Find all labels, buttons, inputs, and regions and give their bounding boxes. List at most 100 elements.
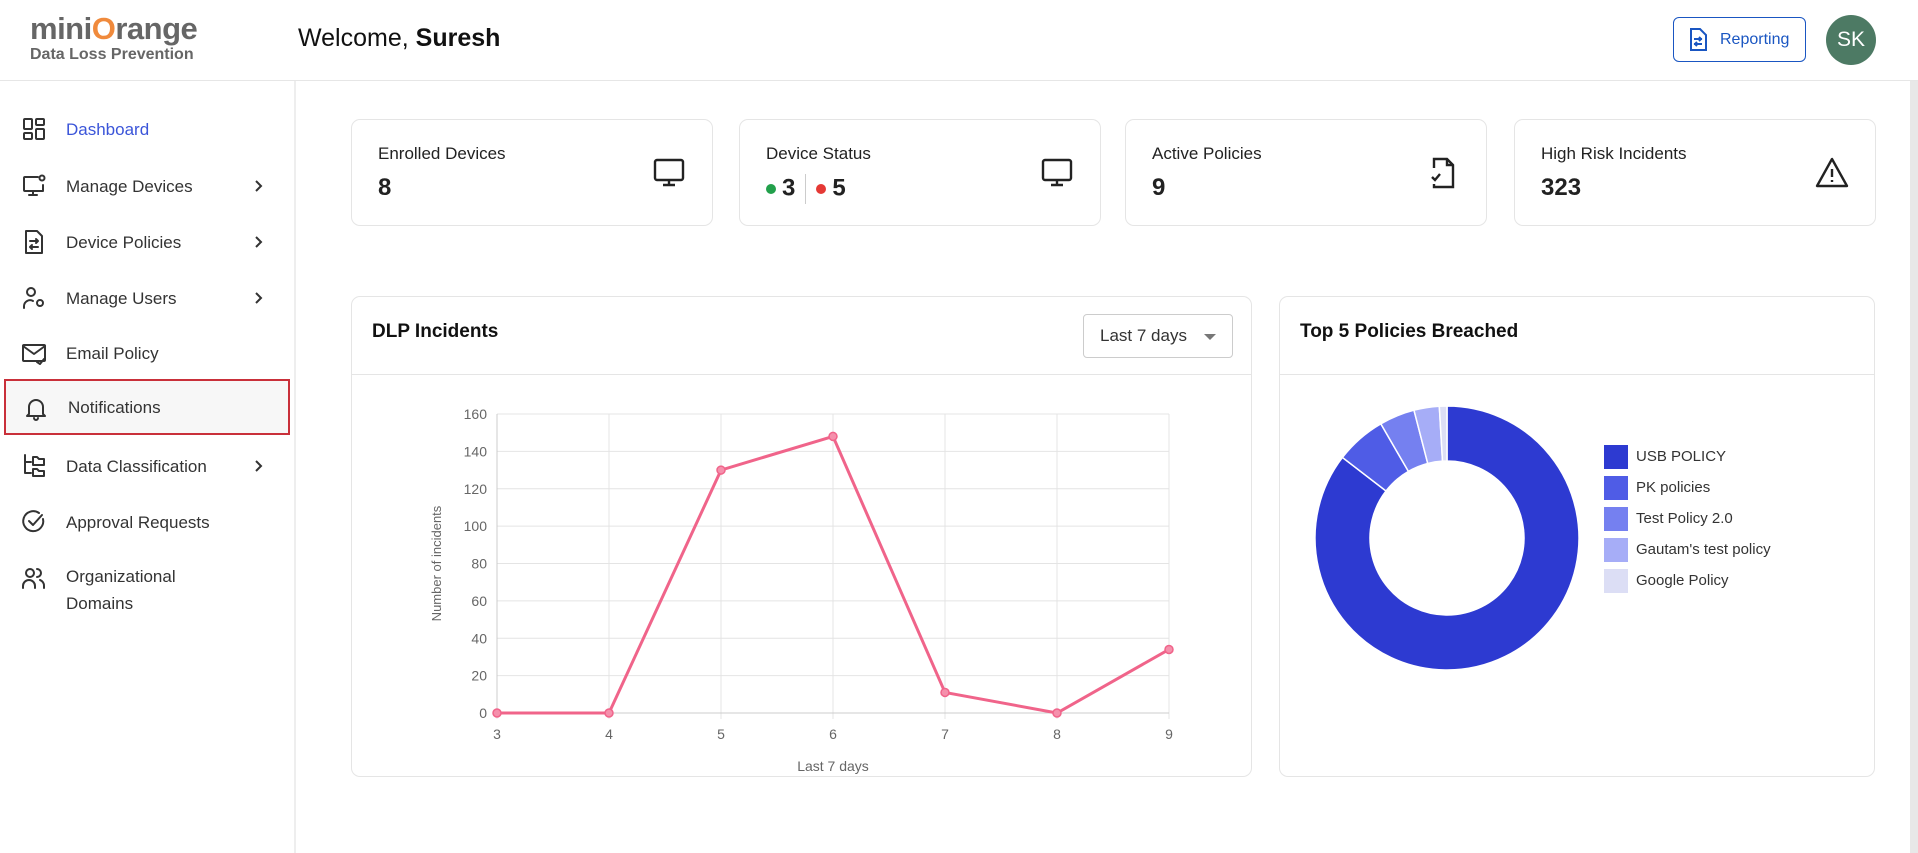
sidebar-item-approval-requests[interactable]: Approval Requests: [4, 494, 290, 550]
active-policies-card[interactable]: Active Policies 9: [1125, 119, 1487, 226]
dashboard-icon: [23, 118, 45, 140]
miniorange-logo[interactable]: miniOrange Data Loss Prevention: [30, 12, 210, 68]
dlp-incidents-panel: DLP Incidents Last 7 days 0 20 40 60 80 100 12…: [351, 296, 1252, 777]
legend-item[interactable]: USB POLICY: [1604, 441, 1782, 472]
file-check-icon: [1431, 157, 1455, 189]
sidebar-item-data-classification[interactable]: Data Classification: [4, 438, 290, 494]
check-circle-icon: [22, 510, 45, 533]
online-dot: [766, 184, 776, 194]
reporting-button[interactable]: Reporting: [1673, 17, 1806, 62]
users-icon: [22, 568, 45, 589]
caret-down-icon: [1204, 334, 1216, 340]
y-tick-label: 100: [464, 518, 488, 534]
scrollbar[interactable]: [1910, 81, 1918, 853]
data-point[interactable]: [940, 687, 950, 698]
sidebar-item-label: Manage Users: [66, 288, 177, 308]
dlp-incidents-line-chart: 0 20 40 60 80 100 120 140 160 3 4 5 6 7 8 9 Last 7 days N…: [429, 406, 1174, 774]
sidebar-item-label: Organizational Domains: [66, 567, 176, 613]
chevron-right-icon: [255, 292, 263, 304]
report-file-icon: [1690, 27, 1707, 51]
x-tick-label: 6: [829, 726, 837, 742]
sidebar-item-label: Notifications: [68, 397, 161, 417]
sidebar-item-email-policy[interactable]: Email Policy: [4, 325, 290, 381]
monitor-icon: [1041, 158, 1073, 187]
enrolled-devices-count: 8: [378, 174, 392, 201]
user-gear-icon: [23, 287, 44, 309]
sidebar-item-label: Data Classification: [66, 456, 207, 476]
high-risk-incidents-card[interactable]: High Risk Incidents 323: [1514, 119, 1876, 226]
top-header: miniOrange Data Loss Prevention Welcome,…: [0, 0, 1918, 81]
sidebar-item-label: Email Policy: [66, 343, 159, 363]
legend-item[interactable]: Google Policy: [1604, 565, 1782, 596]
x-tick-label: 3: [493, 726, 501, 742]
welcome-message: Welcome, Suresh: [298, 24, 501, 52]
legend-item[interactable]: PK policies: [1604, 472, 1782, 503]
data-point[interactable]: [716, 465, 726, 475]
x-tick-label: 5: [717, 726, 725, 742]
legend-swatch: [1604, 475, 1628, 500]
sidebar-item-organizational-domains[interactable]: Organizational Domains: [4, 549, 290, 633]
sidebar-item-label: Manage Devices: [66, 176, 193, 196]
y-tick-label: 80: [471, 556, 487, 572]
folder-tree-icon: [24, 454, 45, 477]
y-tick-label: 160: [464, 406, 488, 422]
legend-swatch: [1604, 568, 1628, 593]
data-point[interactable]: [604, 708, 614, 718]
panel-title: Top 5 Policies Breached: [1300, 321, 1519, 342]
x-tick-label: 4: [605, 726, 613, 742]
legend-swatch: [1604, 444, 1628, 469]
enrolled-devices-card[interactable]: Enrolled Devices 8: [351, 119, 713, 226]
date-range-dropdown[interactable]: Last 7 days: [1083, 314, 1233, 358]
x-axis-label: Last 7 days: [797, 758, 869, 774]
chevron-right-icon: [255, 236, 263, 248]
legend-swatch: [1604, 506, 1628, 531]
y-tick-label: 120: [464, 481, 488, 497]
active-policies-count: 9: [1152, 174, 1166, 201]
avatar[interactable]: SK: [1826, 15, 1876, 65]
sidebar-item-notifications[interactable]: Notifications: [4, 379, 290, 435]
data-point[interactable]: [492, 708, 502, 718]
y-tick-label: 60: [471, 593, 487, 609]
data-point[interactable]: [828, 431, 838, 442]
legend-item[interactable]: Test Policy 2.0: [1604, 503, 1782, 534]
policies-donut-chart: [1314, 405, 1580, 671]
chevron-right-icon: [255, 460, 263, 472]
top-policies-panel: Top 5 Policies Breached USB POLICY PK pol…: [1279, 296, 1875, 777]
sidebar-item-manage-devices[interactable]: Manage Devices: [4, 158, 290, 214]
product-name: Data Loss Prevention: [30, 46, 194, 63]
sidebar-item-label: Device Policies: [66, 232, 182, 252]
x-tick-label: 8: [1053, 726, 1061, 742]
offline-dot: [816, 184, 827, 194]
policy-document-icon: [25, 230, 43, 254]
donut-slice[interactable]: [1314, 405, 1580, 671]
legend-item[interactable]: Gautam's test policy: [1604, 534, 1782, 565]
y-tick-label: 140: [464, 443, 488, 459]
panel-title: DLP Incidents: [372, 321, 499, 342]
sidebar-item-label: Approval Requests: [66, 512, 210, 532]
legend-swatch: [1604, 537, 1628, 562]
x-tick-label: 9: [1165, 726, 1173, 742]
y-tick-label: 20: [471, 668, 487, 684]
sidebar: Dashboard Manage Devices Device Policies Ma…: [0, 81, 296, 853]
offline-count: 5: [832, 174, 846, 202]
bell-icon: [26, 399, 46, 421]
mail-check-icon: [22, 344, 46, 365]
y-axis-label: Number of incidents: [429, 505, 444, 621]
high-risk-count: 323: [1541, 174, 1582, 201]
monitor-settings-icon: [23, 174, 46, 196]
user-name: Suresh: [415, 24, 501, 52]
sidebar-item-dashboard[interactable]: Dashboard: [4, 101, 290, 157]
sidebar-item-label: Dashboard: [66, 119, 150, 139]
x-tick-label: 7: [941, 726, 949, 742]
warning-icon: [1815, 157, 1849, 188]
monitor-icon: [653, 158, 685, 187]
y-tick-label: 40: [471, 630, 487, 646]
sidebar-item-device-policies[interactable]: Device Policies: [4, 214, 290, 270]
donut-slice[interactable]: [1438, 405, 1448, 462]
sidebar-item-manage-users[interactable]: Manage Users: [4, 270, 290, 326]
y-tick-label: 0: [479, 705, 487, 721]
data-point[interactable]: [1164, 644, 1174, 655]
donut-legend: USB POLICY PK policies Test Policy 2.0 Gaut…: [1604, 441, 1782, 596]
data-point[interactable]: [1052, 708, 1062, 718]
